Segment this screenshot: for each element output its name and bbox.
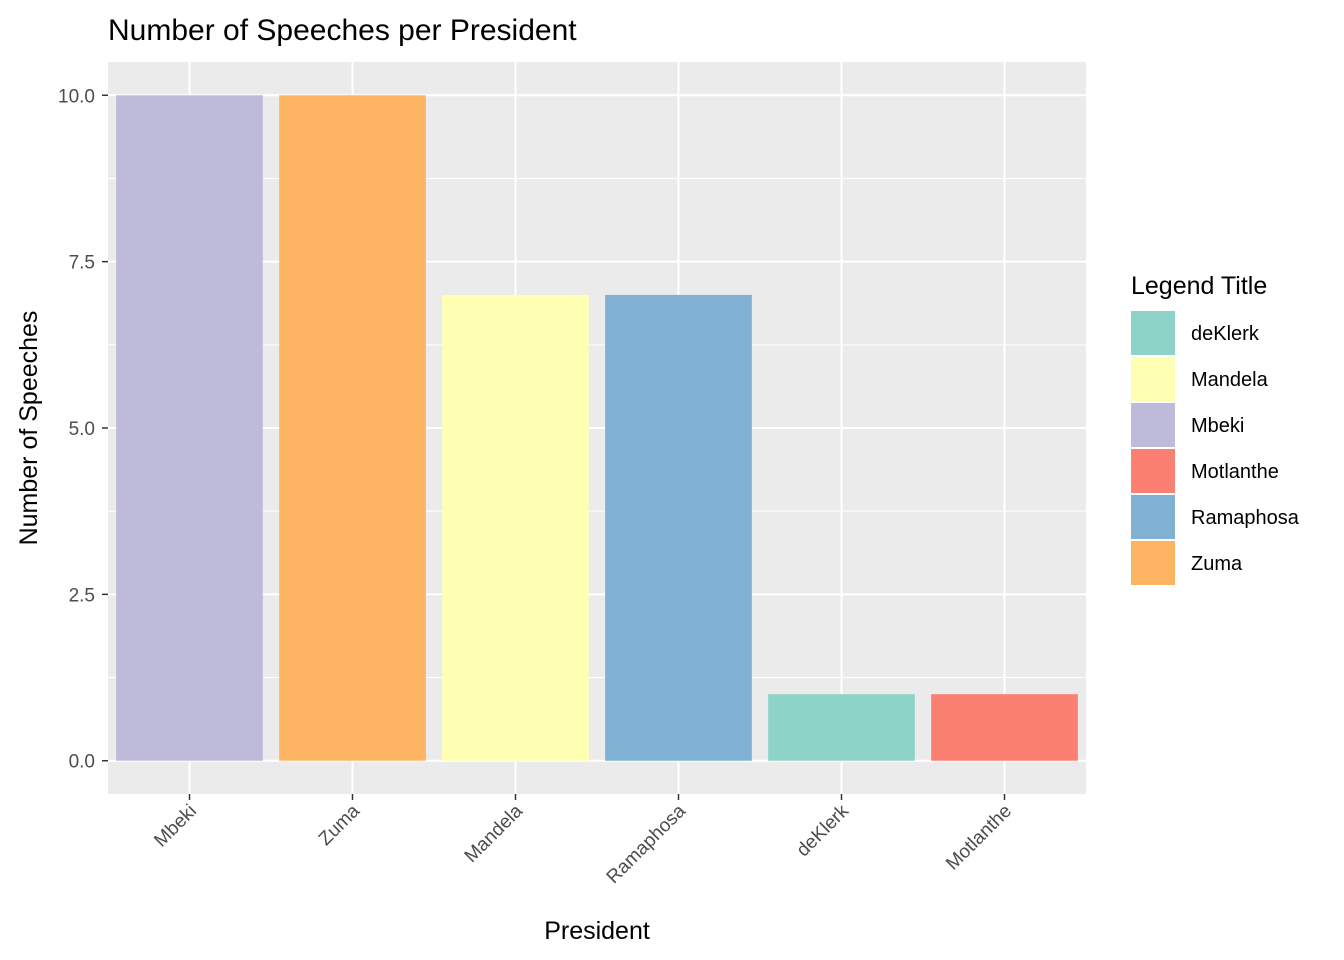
- legend-key-deklerk: [1131, 311, 1175, 355]
- legend-label: Ramaphosa: [1191, 507, 1300, 529]
- x-tick-label: deKlerk: [793, 800, 854, 861]
- x-tick-label: Motlanthe: [942, 801, 1016, 875]
- legend-key-motlanthe: [1131, 449, 1175, 493]
- legend-label: Mbeki: [1191, 415, 1244, 437]
- legend-label: Motlanthe: [1191, 461, 1279, 483]
- bar-deklerk: [768, 694, 915, 761]
- y-tick-label: 10.0: [58, 86, 95, 107]
- legend-label: deKlerk: [1191, 323, 1260, 345]
- bars: [116, 95, 1078, 761]
- x-tick-label: Mbeki: [150, 801, 201, 852]
- chart-title: Number of Speeches per President: [108, 14, 577, 47]
- legend-title: Legend Title: [1131, 272, 1267, 300]
- bar-ramaphosa: [605, 294, 752, 761]
- y-tick-label: 2.5: [69, 585, 95, 606]
- y-tick-label: 0.0: [69, 752, 95, 773]
- y-axis-title: Number of Speeches: [15, 311, 43, 546]
- legend-key-mandela: [1131, 357, 1175, 401]
- x-tick-label: Zuma: [315, 800, 364, 849]
- y-axis: 0.0 2.5 5.0 7.5 10.0: [58, 86, 108, 773]
- x-tick-label: Ramaphosa: [603, 800, 691, 888]
- x-axis: Mbeki Zuma Mandela Ramaphosa deKlerk Motlanth…: [150, 794, 1016, 888]
- y-tick-label: 7.5: [69, 253, 95, 274]
- legend: Legend Title deKlerk Mandela Mbeki Motlanth…: [1131, 272, 1300, 585]
- x-axis-title: President: [544, 917, 650, 945]
- bar-motlanthe: [931, 694, 1078, 761]
- x-tick-label: Mandela: [461, 800, 528, 867]
- legend-label: Zuma: [1191, 553, 1243, 575]
- legend-label: Mandela: [1191, 369, 1269, 391]
- legend-key-mbeki: [1131, 403, 1175, 447]
- bar-zuma: [279, 95, 426, 761]
- y-tick-label: 5.0: [69, 419, 95, 440]
- bar-mbeki: [116, 95, 263, 761]
- bar-mandela: [442, 294, 589, 761]
- legend-key-zuma: [1131, 541, 1175, 585]
- legend-key-ramaphosa: [1131, 495, 1175, 539]
